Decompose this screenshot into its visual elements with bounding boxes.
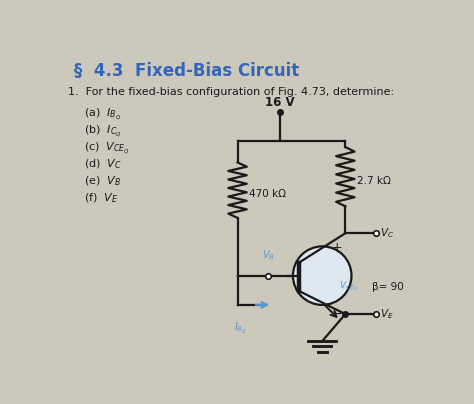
Text: 470 kΩ: 470 kΩ [249, 189, 286, 199]
Circle shape [293, 246, 352, 305]
Text: (f)  $V_E$: (f) $V_E$ [83, 191, 118, 204]
Text: (b)  $I_{C_Q}$: (b) $I_{C_Q}$ [83, 123, 121, 139]
Text: (c)  $V_{CE_Q}$: (c) $V_{CE_Q}$ [83, 140, 129, 156]
Text: (d)  $V_C$: (d) $V_C$ [83, 157, 121, 170]
Text: (a)  $I_{B_Q}$: (a) $I_{B_Q}$ [83, 106, 121, 122]
Text: −: − [331, 308, 342, 321]
Text: $V_B$: $V_B$ [262, 248, 275, 262]
Text: §  4.3  Fixed-Bias Circuit: § 4.3 Fixed-Bias Circuit [74, 62, 300, 80]
Text: $V_C$: $V_C$ [380, 226, 394, 240]
Text: $V_{CE_Q}$: $V_{CE_Q}$ [339, 280, 359, 294]
Text: β= 90: β= 90 [372, 282, 404, 292]
Text: +: + [331, 241, 342, 254]
Text: $V_E$: $V_E$ [380, 307, 393, 321]
Text: 16 V: 16 V [265, 96, 295, 109]
Text: 2.7 kΩ: 2.7 kΩ [357, 175, 391, 185]
Text: 1.  For the fixed-bias configuration of Fig. 4.73, determine:: 1. For the fixed-bias configuration of F… [68, 87, 394, 97]
Text: (e)  $V_B$: (e) $V_B$ [83, 174, 120, 187]
Text: $I_{B_Q}$: $I_{B_Q}$ [234, 320, 247, 336]
